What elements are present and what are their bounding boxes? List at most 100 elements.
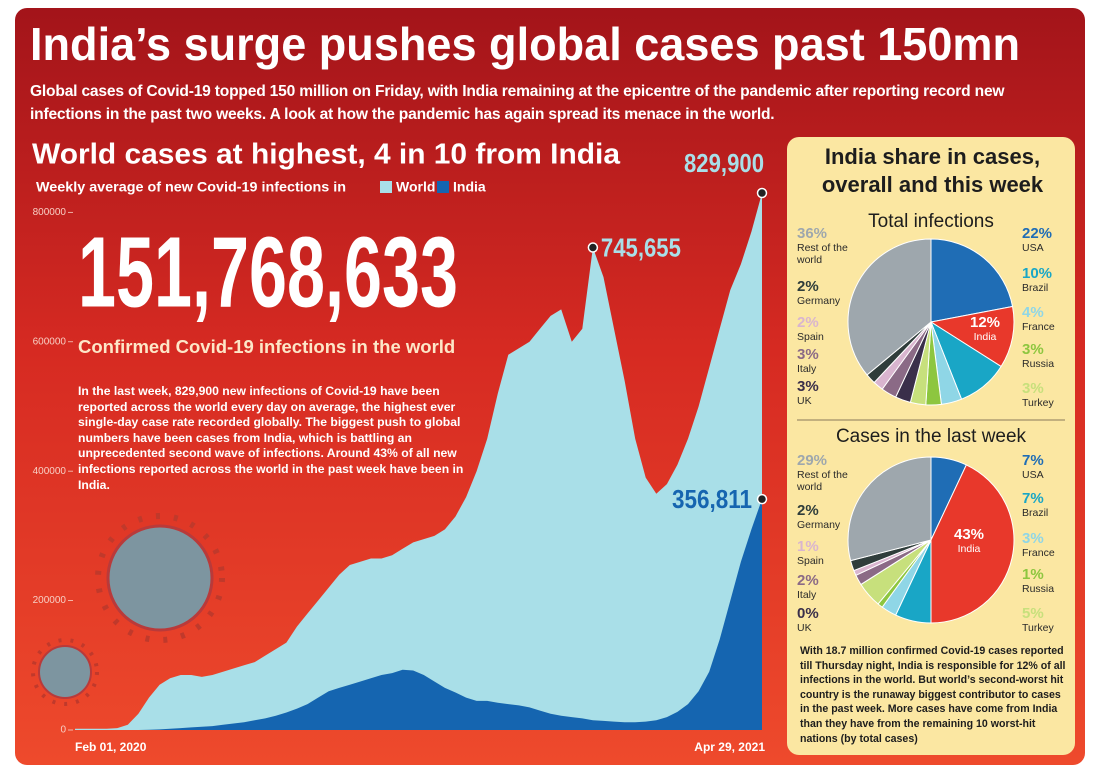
y-tick-label: 200000 xyxy=(33,595,67,606)
virus-body xyxy=(106,524,214,632)
pie-label: 2% Italy xyxy=(797,572,859,601)
pie-category-label: USA xyxy=(1022,242,1044,254)
legend-label: World xyxy=(396,179,435,195)
pie-value-label: 36% xyxy=(797,225,828,242)
pie-value-label: 3% xyxy=(1022,341,1044,358)
pie-label: 1% Russia xyxy=(1022,566,1084,595)
annotation-dot xyxy=(756,187,768,199)
pie-value-label: 1% xyxy=(1022,566,1044,583)
pie-value-label: 7% xyxy=(1022,490,1044,507)
virus-illustration xyxy=(31,513,225,706)
virus-body xyxy=(38,645,92,699)
sidebar-title: India share in cases, overall and this w… xyxy=(821,144,1044,197)
pie-slice xyxy=(930,238,1014,323)
plot-area: 0 200000 400000 600000 800000 Feb 01, 2020 Apr… xyxy=(33,148,768,754)
annotation-dot xyxy=(756,493,768,505)
pie-title: Total infections xyxy=(868,211,994,232)
pie-title: Cases in the last week xyxy=(835,426,1027,447)
pie-slice xyxy=(847,238,932,376)
pie-label: 12% India xyxy=(960,314,1010,343)
pie-value-label: 12% xyxy=(969,314,1001,331)
y-tick-label: 400000 xyxy=(33,466,67,477)
pie-slice xyxy=(930,464,1015,624)
pie-value-label: 2% xyxy=(797,314,819,331)
virus-spikes xyxy=(95,513,225,643)
big-number: 151,768,633 xyxy=(78,216,458,328)
pie-category-label: UK xyxy=(797,395,812,407)
pie-category-label: UK xyxy=(797,622,812,634)
pie-value-label: 3% xyxy=(1022,380,1044,397)
pie-label: 36% Rest of the world xyxy=(797,225,859,266)
pie-label: 1% Spain xyxy=(797,538,859,567)
pie-category-label: Brazil xyxy=(1022,282,1049,294)
pie-value-label: 3% xyxy=(797,346,819,363)
pie-category-label: Russia xyxy=(1022,358,1055,370)
pie-value-label: 29% xyxy=(797,452,828,469)
legend-swatch xyxy=(380,181,392,193)
pie-label: 2% Germany xyxy=(797,502,859,531)
description: In the last week, 829,900 new infections… xyxy=(78,384,464,492)
chart-title: World cases at highest, 4 in 10 from Ind… xyxy=(32,139,621,171)
pie-category-label: Italy xyxy=(797,589,817,601)
pie-label: 7% USA xyxy=(1022,452,1084,481)
pie-category-label: India xyxy=(957,543,981,555)
pie-label: 2% Spain xyxy=(797,314,859,343)
area-1 xyxy=(75,499,762,730)
pie-category-label: Spain xyxy=(797,555,824,567)
pie-label: 3% Turkey xyxy=(1022,380,1084,409)
pie-category-label: Italy xyxy=(797,363,817,375)
legend-label: India xyxy=(453,179,486,195)
pie-slice xyxy=(929,305,1015,368)
pie-category-label: Turkey xyxy=(1022,622,1054,634)
pie-label: 43% India xyxy=(944,526,994,555)
x-tick-label: Apr 29, 2021 xyxy=(694,740,765,754)
y-tick-label: 800000 xyxy=(33,207,67,218)
pie-slice xyxy=(847,456,932,562)
big-number-caption: Confirmed Covid-19 infections in the wor… xyxy=(78,336,456,357)
pie-category-label: Germany xyxy=(797,295,841,307)
pie-value-label: 2% xyxy=(797,572,819,589)
legend-swatch xyxy=(437,181,449,193)
pie-category-label: Spain xyxy=(797,331,824,343)
pie-category-label: Brazil xyxy=(1022,507,1049,519)
pie-label: 7% Brazil xyxy=(1022,490,1084,519)
pie-label: 3% France xyxy=(1022,530,1084,559)
pie-category-label: Russia xyxy=(1022,583,1055,595)
pie-label: 3% UK xyxy=(797,378,859,407)
pie-label: 29% Rest of the world xyxy=(797,452,859,493)
intro-text: Global cases of Covid-19 topped 150 mill… xyxy=(30,83,1005,123)
annotation-dot xyxy=(587,242,599,253)
pie-value-label: 10% xyxy=(1022,265,1053,282)
pie-label: 10% Brazil xyxy=(1022,265,1084,294)
pie-label: 3% Italy xyxy=(797,346,859,375)
value-label: 745,655 xyxy=(601,232,681,262)
y-tick-label: 600000 xyxy=(33,336,67,347)
pie-category-label: India xyxy=(973,331,997,343)
pie-category-label: France xyxy=(1022,321,1055,333)
headline: India’s surge pushes global cases past 1… xyxy=(30,18,1020,70)
pie-category-label: Rest of the world xyxy=(797,469,848,493)
pie-value-label: 4% xyxy=(1022,304,1044,321)
pie-value-label: 22% xyxy=(1022,225,1053,242)
y-tick-label: 0 xyxy=(60,725,66,736)
virus-spikes xyxy=(31,638,99,706)
value-label: 829,900 xyxy=(684,148,764,178)
pie-category-label: Rest of the world xyxy=(797,242,848,266)
pie-label: 3% Russia xyxy=(1022,341,1084,370)
pie-label: 4% France xyxy=(1022,304,1084,333)
pie-category-label: USA xyxy=(1022,469,1044,481)
pie-label: 22% USA xyxy=(1022,225,1084,254)
pie-label: 5% Turkey xyxy=(1022,605,1084,634)
pie-label: 2% Germany xyxy=(797,278,859,307)
pie-value-label: 5% xyxy=(1022,605,1044,622)
pie-charts xyxy=(847,238,1015,624)
pie-label: 0% UK xyxy=(797,605,859,634)
pie-category-label: Germany xyxy=(797,519,841,531)
pie-value-label: 3% xyxy=(1022,530,1044,547)
pie-value-label: 2% xyxy=(797,278,819,295)
sidebar-note: With 18.7 million confirmed Covid-19 cas… xyxy=(800,645,1066,745)
pie-value-label: 0% xyxy=(797,605,819,622)
pie-value-label: 2% xyxy=(797,502,819,519)
chart-subtitle: Weekly average of new Covid-19 infection… xyxy=(36,179,346,195)
